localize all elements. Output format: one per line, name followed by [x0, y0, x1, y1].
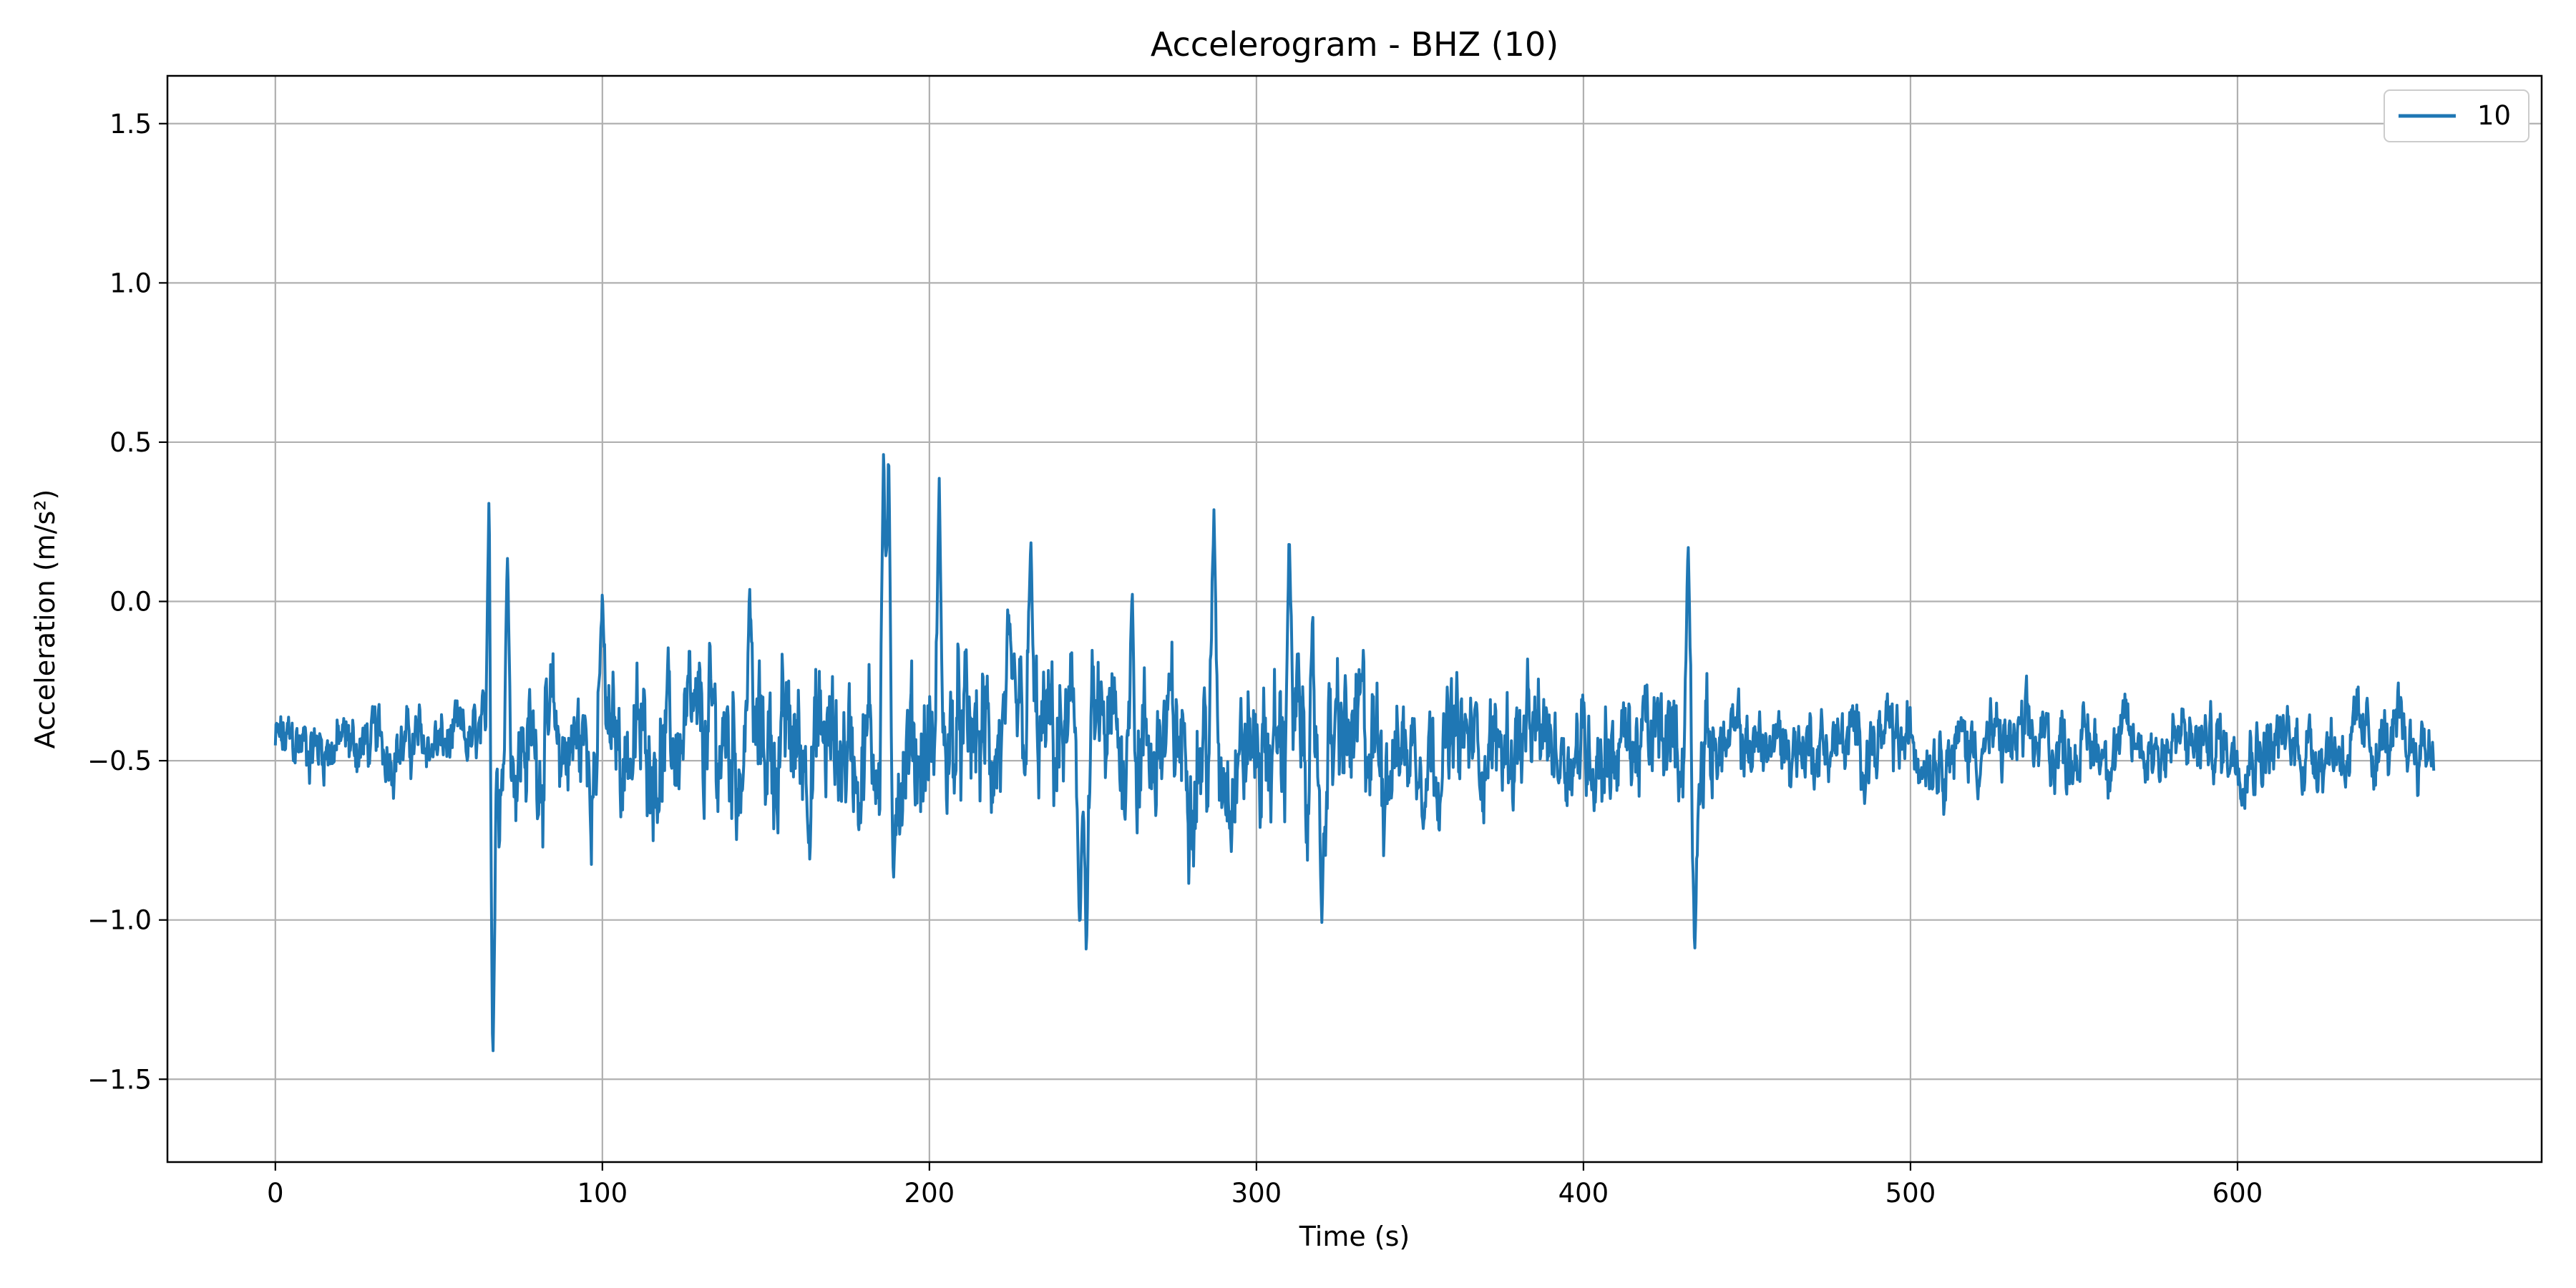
y-tick-label: 0.0: [109, 587, 152, 618]
chart-title: Accelerogram - BHZ (10): [1151, 25, 1558, 64]
legend-series-label: 10: [2477, 100, 2511, 131]
legend-box: [2384, 89, 2529, 142]
legend: 10: [2384, 89, 2529, 142]
x-tick-label: 400: [1558, 1178, 1609, 1209]
y-tick-label: 1.5: [109, 109, 152, 140]
data-layer: [273, 453, 2436, 1053]
y-tick-label: −0.5: [87, 746, 152, 776]
x-tick-label: 200: [904, 1178, 955, 1209]
y-tick-label: 0.5: [109, 427, 152, 458]
x-tick-label: 600: [2212, 1178, 2263, 1209]
tick-layer: 0 100 200 300 400 500 600 −1.5 −1.0 −0.5 0.0 0.5 1.0…: [87, 109, 2263, 1209]
x-tick-label: 300: [1231, 1178, 1282, 1209]
x-tick-label: 500: [1885, 1178, 1936, 1209]
x-tick-label: 0: [267, 1178, 284, 1209]
series-line-10: [273, 453, 2436, 1053]
y-axis-label: Acceleration (m/s²): [29, 489, 61, 749]
plot-frame: [166, 74, 2543, 1163]
x-axis-label: Time (s): [1299, 1221, 1410, 1252]
y-tick-label: −1.0: [87, 905, 152, 936]
x-tick-label: 100: [577, 1178, 628, 1209]
y-tick-label: −1.5: [87, 1064, 152, 1095]
y-tick-label: 1.0: [109, 268, 152, 298]
